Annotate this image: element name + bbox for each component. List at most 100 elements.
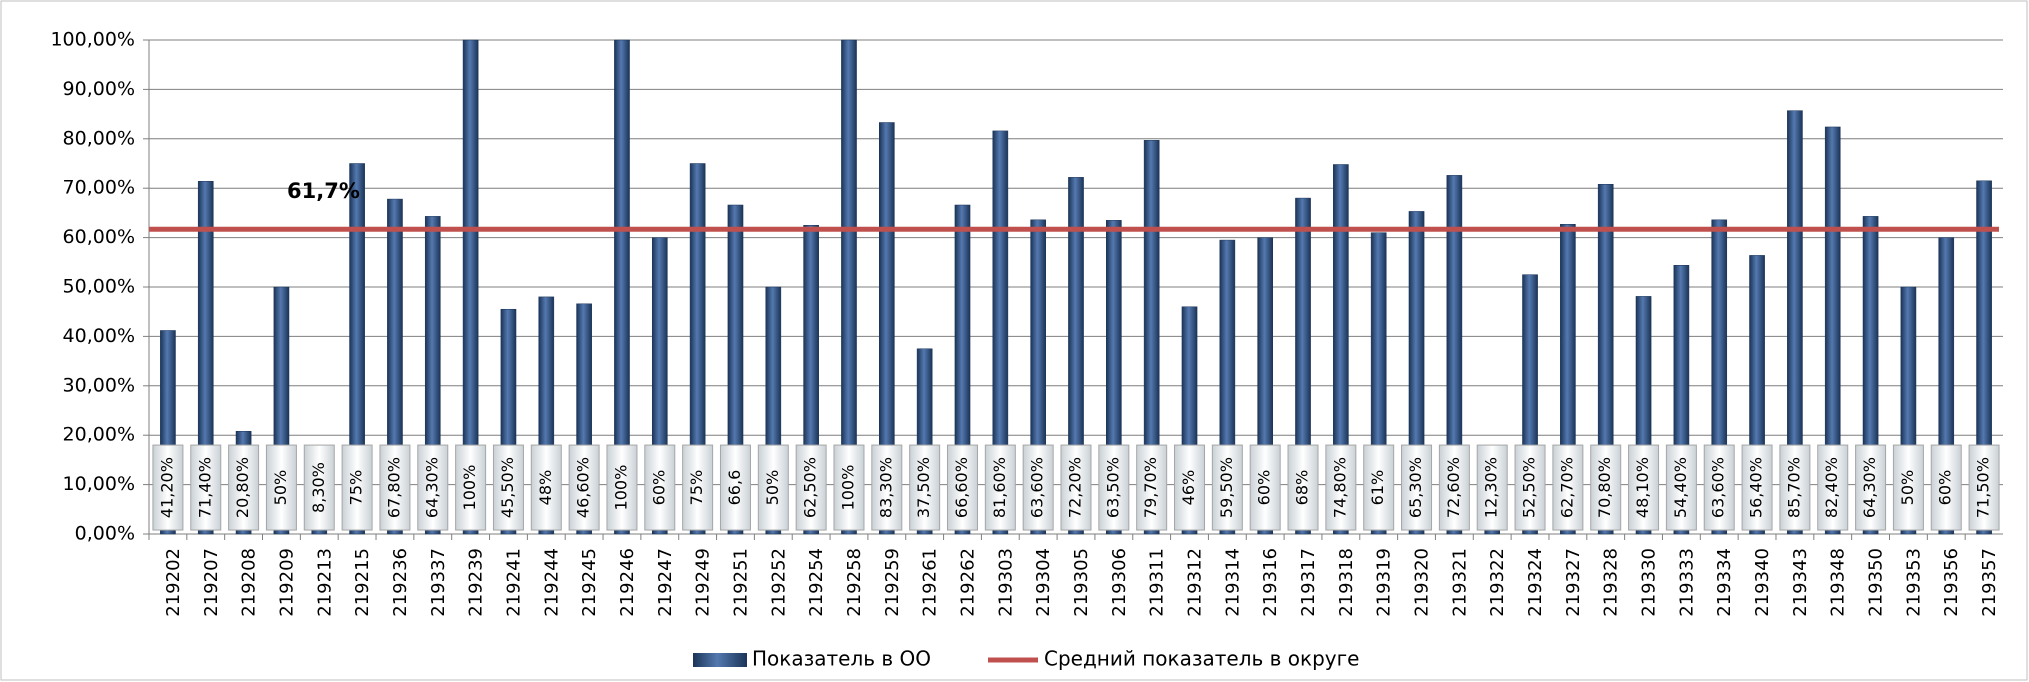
value-label: 20,80% <box>233 457 252 518</box>
value-label-box <box>1211 444 1243 531</box>
value-label: 100% <box>838 465 857 511</box>
value-label-box <box>341 444 373 531</box>
x-tick-label: 219334 <box>1714 548 1735 617</box>
x-tick-label: 219208 <box>239 548 260 617</box>
x-tick-label: 219249 <box>693 548 714 617</box>
y-tick-label: 40,00% <box>63 325 135 347</box>
value-label: 63,50% <box>1103 457 1122 518</box>
bar <box>689 163 706 535</box>
average-label: 61,7% <box>287 179 360 203</box>
x-tick-label: 219343 <box>1790 548 1811 617</box>
value-label-box <box>530 444 562 531</box>
value-label: 64,30% <box>422 457 441 518</box>
value-label-box <box>1590 444 1622 531</box>
value-label: 60% <box>1255 470 1274 506</box>
x-tick-label: 219251 <box>730 548 751 617</box>
value-label: 46,60% <box>574 457 593 518</box>
value-label-box <box>1741 444 1773 531</box>
value-label-box <box>379 444 411 531</box>
value-label-box <box>1476 444 1508 531</box>
x-tick-label: 219337 <box>428 548 449 617</box>
value-label: 64,30% <box>1860 457 1879 518</box>
x-tick-label: 219357 <box>1979 548 2000 617</box>
x-tick-label: 219304 <box>1033 548 1054 617</box>
value-label-box <box>492 444 524 531</box>
value-label-box <box>1930 444 1962 531</box>
x-tick-label: 219303 <box>995 548 1016 617</box>
value-label: 48% <box>536 470 555 506</box>
value-label-box <box>1968 444 2000 531</box>
y-tick-label: 10,00% <box>63 473 135 495</box>
value-label: 67,80% <box>384 457 403 518</box>
value-label-box <box>644 444 676 531</box>
value-label: 62,70% <box>1557 457 1576 518</box>
y-tick-label: 100,00% <box>50 29 135 51</box>
value-label: 72,60% <box>1444 457 1463 518</box>
value-label: 50% <box>271 470 290 506</box>
value-label-box <box>1855 444 1887 531</box>
value-label-box <box>833 444 865 531</box>
value-label: 75% <box>687 470 706 506</box>
legend-label: Средний показатель в округе <box>1044 647 1359 671</box>
x-tick-label: 219259 <box>882 548 903 617</box>
legend-swatch <box>693 653 747 667</box>
value-label-box <box>152 444 184 531</box>
x-tick-label: 219350 <box>1866 548 1887 617</box>
x-tick-label: 219327 <box>1563 548 1584 617</box>
value-label: 100% <box>460 465 479 511</box>
value-label-box <box>1060 444 1092 531</box>
x-tick-label: 219247 <box>655 548 676 617</box>
x-tick-label: 219213 <box>314 548 335 617</box>
x-tick-label: 219241 <box>503 548 524 617</box>
value-label: 61% <box>1368 470 1387 506</box>
y-tick-label: 80,00% <box>63 127 135 149</box>
value-label: 41,20% <box>157 457 176 518</box>
value-label: 71,40% <box>195 457 214 518</box>
value-label-box <box>1552 444 1584 531</box>
value-label: 72,20% <box>1066 457 1085 518</box>
x-tick-label: 219317 <box>1298 548 1319 617</box>
y-tick-label: 90,00% <box>63 78 135 100</box>
y-tick-label: 70,00% <box>63 177 135 199</box>
value-label: 12,30% <box>1482 457 1501 518</box>
x-tick-label: 219252 <box>768 548 789 617</box>
value-label: 63,60% <box>1028 457 1047 518</box>
x-tick-label: 219353 <box>1903 548 1924 617</box>
x-tick-label: 219318 <box>1336 548 1357 617</box>
value-label: 66,60% <box>952 457 971 518</box>
value-label: 60% <box>649 470 668 506</box>
value-label-box <box>606 444 638 531</box>
x-tick-label: 219246 <box>617 548 638 617</box>
value-label: 59,50% <box>1217 457 1236 518</box>
value-label-box <box>417 444 449 531</box>
legend-label: Показатель в ОО <box>752 647 931 671</box>
value-label-box <box>1665 444 1697 531</box>
x-tick-label: 219330 <box>1639 548 1660 617</box>
bar <box>1446 175 1463 535</box>
value-label: 79,70% <box>1141 457 1160 518</box>
x-tick-label: 219316 <box>1260 548 1281 617</box>
x-tick-label: 219305 <box>1071 548 1092 617</box>
value-label-box <box>1249 444 1281 531</box>
value-label: 65,30% <box>1406 457 1425 518</box>
x-tick-label: 219245 <box>579 548 600 617</box>
y-tick-label: 0,00% <box>75 523 135 545</box>
x-tick-label: 219261 <box>920 548 941 617</box>
x-tick-label: 219322 <box>1487 548 1508 617</box>
x-tick-label: 219311 <box>1147 548 1168 617</box>
x-tick-label: 219314 <box>1222 548 1243 617</box>
bar <box>878 122 895 535</box>
value-label: 45,50% <box>498 457 517 518</box>
x-tick-label: 219215 <box>352 548 373 617</box>
value-label-box <box>1136 444 1168 531</box>
value-label: 50% <box>763 470 782 506</box>
bar <box>1787 110 1803 535</box>
x-tick-label: 219356 <box>1941 548 1962 617</box>
x-tick-label: 219254 <box>806 548 827 617</box>
value-label-box <box>1401 444 1433 531</box>
value-label-box <box>757 444 789 531</box>
value-label-box <box>1363 444 1395 531</box>
value-label-box <box>1287 444 1319 531</box>
y-tick-label: 60,00% <box>63 226 135 248</box>
